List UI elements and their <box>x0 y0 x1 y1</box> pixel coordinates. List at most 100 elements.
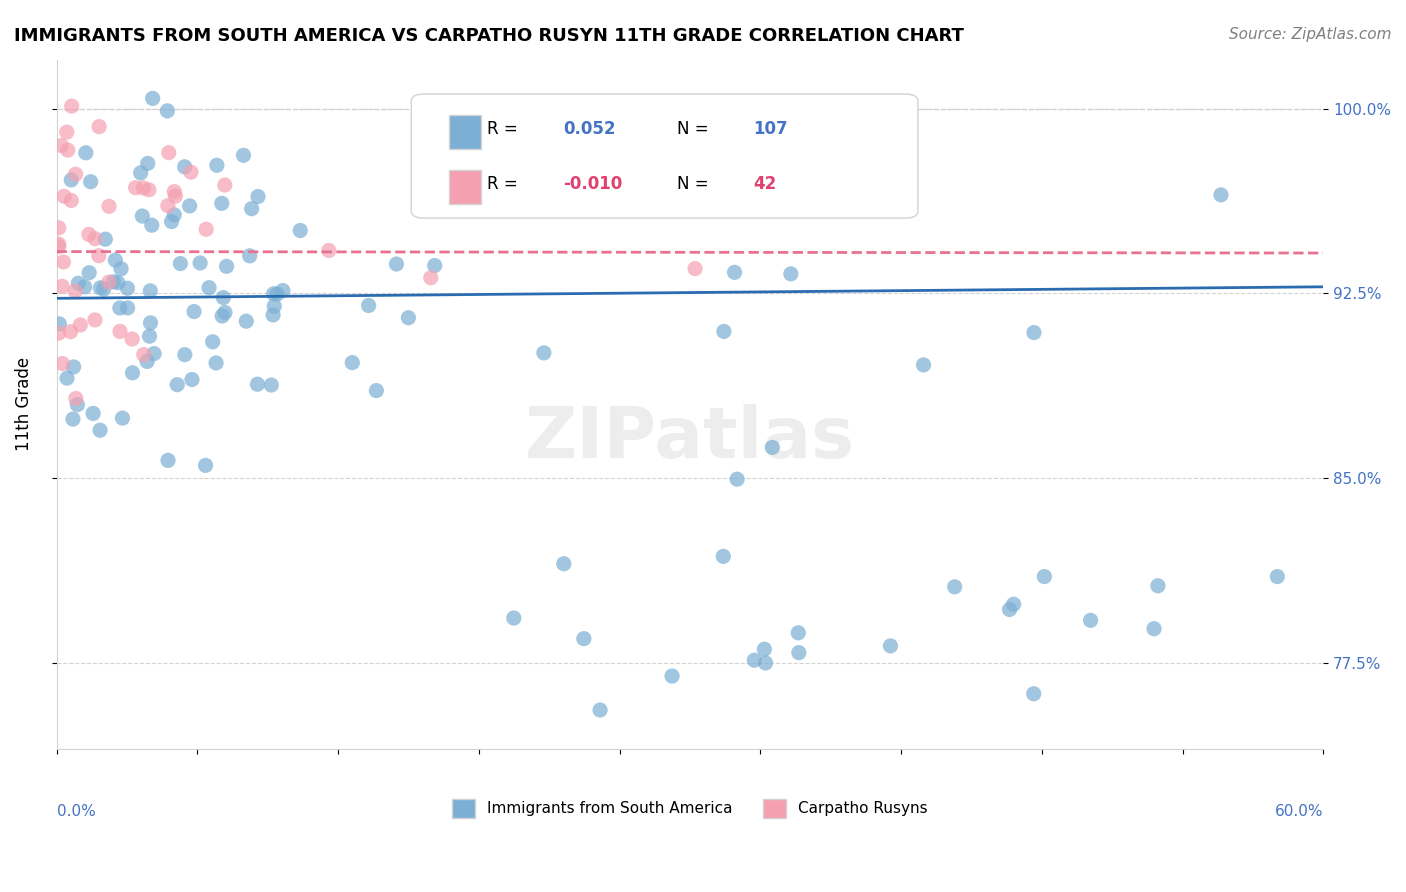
Point <box>205 356 228 370</box>
Point <box>87 120 110 134</box>
Point <box>121 366 143 380</box>
Point <box>67 277 90 291</box>
Text: R =: R = <box>488 175 523 193</box>
Point <box>132 348 155 362</box>
Text: Source: ZipAtlas.com: Source: ZipAtlas.com <box>1229 27 1392 42</box>
Point <box>1147 579 1170 593</box>
Text: 107: 107 <box>754 120 787 137</box>
Point <box>84 232 107 246</box>
Point <box>66 398 89 412</box>
FancyBboxPatch shape <box>412 94 918 218</box>
Point <box>1080 613 1102 627</box>
Point <box>117 281 139 295</box>
Point <box>60 194 83 208</box>
Y-axis label: 11th Grade: 11th Grade <box>15 357 32 451</box>
Point <box>572 632 595 646</box>
Point <box>62 412 84 426</box>
Point <box>110 261 132 276</box>
Point <box>683 261 706 276</box>
Point <box>797 202 820 216</box>
Point <box>754 656 776 670</box>
Point <box>214 178 236 192</box>
Point <box>232 148 254 162</box>
Text: 0.0%: 0.0% <box>56 804 96 819</box>
Point <box>661 669 683 683</box>
Point <box>136 354 159 368</box>
Point <box>52 255 75 269</box>
Point <box>160 214 183 228</box>
Point <box>55 125 77 139</box>
Point <box>1033 569 1056 583</box>
Point <box>713 325 735 339</box>
Point <box>138 183 160 197</box>
Point <box>75 145 97 160</box>
Point <box>725 472 748 486</box>
Point <box>943 580 966 594</box>
Point <box>212 291 235 305</box>
Point <box>198 280 221 294</box>
Point <box>143 346 166 360</box>
Point <box>132 181 155 195</box>
Point <box>94 232 117 246</box>
Point <box>56 371 79 385</box>
Point <box>215 260 238 274</box>
FancyBboxPatch shape <box>450 169 481 204</box>
Point <box>239 249 262 263</box>
Point <box>108 301 131 315</box>
Point <box>103 275 125 289</box>
Point <box>787 646 810 660</box>
Point <box>60 173 83 187</box>
Point <box>205 158 228 172</box>
Point <box>156 103 179 118</box>
Point <box>342 356 364 370</box>
Text: -0.010: -0.010 <box>564 175 623 193</box>
Point <box>98 199 121 213</box>
Point <box>396 310 419 325</box>
Point <box>263 286 285 301</box>
Text: 0.052: 0.052 <box>564 120 616 137</box>
Point <box>157 145 180 160</box>
Point <box>173 160 195 174</box>
Point <box>108 325 131 339</box>
Point <box>89 281 111 295</box>
Point <box>142 91 165 105</box>
Point <box>156 199 179 213</box>
Point <box>262 308 284 322</box>
Point <box>77 227 100 242</box>
Point <box>211 196 233 211</box>
Point <box>266 287 288 301</box>
Point <box>79 175 101 189</box>
Point <box>290 223 312 237</box>
Point <box>879 639 901 653</box>
Point <box>194 458 217 473</box>
Point <box>77 266 100 280</box>
Text: N =: N = <box>678 175 709 193</box>
Point <box>169 256 191 270</box>
Point <box>139 284 162 298</box>
Point <box>69 318 91 332</box>
Point <box>65 392 87 406</box>
Point <box>179 199 201 213</box>
Point <box>121 332 143 346</box>
Point <box>779 267 801 281</box>
Point <box>423 259 446 273</box>
Point <box>246 189 269 203</box>
Point <box>195 222 218 236</box>
Point <box>246 377 269 392</box>
Point <box>754 642 776 657</box>
Point <box>48 326 70 340</box>
Point <box>139 316 162 330</box>
Point <box>1002 597 1025 611</box>
Text: ZIPatlas: ZIPatlas <box>524 404 855 473</box>
Point <box>240 202 263 216</box>
Point <box>1143 622 1166 636</box>
Point <box>89 423 111 437</box>
Point <box>235 314 257 328</box>
Point <box>107 276 129 290</box>
Point <box>711 549 734 564</box>
Point <box>165 189 187 203</box>
Point <box>97 275 120 289</box>
Point <box>188 256 211 270</box>
Point <box>129 166 152 180</box>
Point <box>62 359 84 374</box>
